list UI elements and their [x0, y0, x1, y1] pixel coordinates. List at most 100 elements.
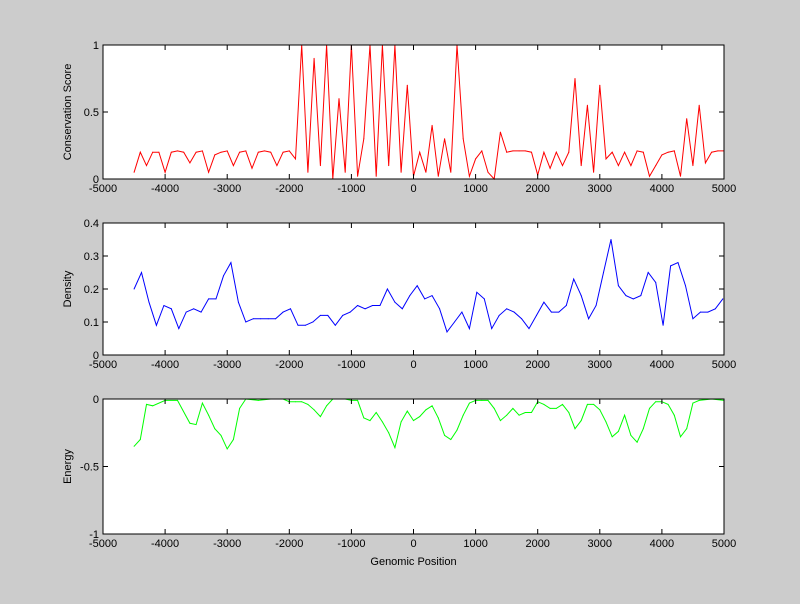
- data-point: [406, 410, 408, 412]
- data-point: [170, 308, 172, 310]
- data-point: [642, 151, 644, 153]
- data-point: [152, 151, 154, 153]
- data-point: [208, 171, 210, 173]
- data-point: [326, 405, 328, 407]
- data-point: [364, 308, 366, 310]
- data-point: [499, 420, 501, 422]
- data-point: [304, 324, 306, 326]
- data-point: [456, 429, 458, 431]
- data-point: [257, 151, 259, 153]
- data-point: [226, 448, 228, 450]
- x-tick-label: -5000: [89, 538, 117, 550]
- data-point: [375, 412, 377, 413]
- data-point: [555, 151, 557, 153]
- data-point: [498, 314, 500, 316]
- data-point: [640, 295, 642, 297]
- data-point: [201, 402, 203, 404]
- x-tick-label: 4000: [650, 359, 674, 371]
- data-point: [200, 311, 202, 313]
- data-point: [586, 403, 588, 405]
- y-tick-label: 0.3: [84, 251, 99, 263]
- data-point: [487, 399, 489, 401]
- data-point: [152, 405, 154, 407]
- data-point: [711, 151, 713, 153]
- data-point: [319, 416, 321, 418]
- data-point: [707, 311, 709, 313]
- data-point: [357, 175, 359, 177]
- data-point: [487, 171, 489, 173]
- data-point: [667, 403, 669, 405]
- data-point: [450, 439, 452, 440]
- data-point: [208, 414, 210, 416]
- data-point: [524, 412, 526, 413]
- y-tick-label: 0.1: [84, 317, 99, 329]
- data-point: [518, 150, 520, 152]
- data-point: [685, 285, 686, 287]
- data-point: [267, 318, 269, 320]
- y-tick-label: 0: [93, 394, 99, 406]
- data-point: [574, 78, 576, 79]
- data-point: [439, 308, 441, 310]
- data-point: [237, 301, 239, 303]
- data-point: [476, 291, 478, 293]
- data-point: [698, 104, 700, 106]
- data-point: [595, 305, 597, 306]
- data-point: [226, 150, 228, 152]
- data-point: [611, 436, 613, 438]
- subplot-3: -5000 -4000 -3000 -2000 -1000 0 1000 2000 3000 40…: [62, 394, 736, 568]
- x-tick-label: 2000: [525, 359, 549, 371]
- data-point: [307, 403, 309, 405]
- x-tick-label: 5000: [712, 359, 736, 371]
- x-tick-label: -5000: [89, 359, 117, 371]
- data-point: [201, 150, 203, 152]
- data-point: [512, 407, 514, 409]
- data-point: [599, 409, 601, 411]
- data-point: [425, 171, 427, 173]
- data-point: [686, 428, 688, 430]
- data-point: [642, 428, 644, 430]
- x-tick-label: 1000: [463, 538, 487, 550]
- data-point: [155, 324, 157, 326]
- x-tick-label: 0: [410, 183, 416, 195]
- data-point: [461, 311, 463, 313]
- data-point: [617, 430, 619, 432]
- data-point: [686, 118, 688, 120]
- data-point: [232, 439, 234, 440]
- data-point: [290, 308, 291, 310]
- data-point: [195, 424, 197, 426]
- data-point: [379, 305, 381, 306]
- series-line-density: [133, 239, 724, 333]
- data-point: [220, 151, 222, 153]
- data-point: [431, 405, 433, 407]
- x-tick-label: -5000: [89, 183, 117, 195]
- data-point: [531, 151, 532, 153]
- data-point: [506, 414, 508, 416]
- data-point: [141, 272, 142, 273]
- y-axis-label: Energy: [62, 449, 74, 484]
- subplot-1: -5000 -4000 -3000 -2000 -1000 0 1000 2000 3000 40…: [62, 40, 736, 195]
- data-point: [437, 417, 439, 419]
- data-point: [680, 436, 681, 438]
- data-point: [586, 104, 588, 106]
- data-point: [605, 421, 607, 423]
- data-point: [133, 445, 135, 447]
- data-point: [185, 311, 187, 313]
- data-point: [491, 328, 493, 330]
- data-point: [375, 175, 377, 177]
- data-point: [319, 314, 321, 316]
- data-point: [603, 272, 604, 273]
- data-point: [647, 272, 649, 273]
- data-point: [617, 285, 619, 287]
- data-point: [462, 414, 464, 416]
- data-point: [409, 295, 411, 297]
- data-point: [252, 318, 254, 320]
- data-point: [636, 150, 638, 152]
- data-point: [148, 301, 150, 303]
- data-point: [158, 151, 160, 153]
- data-point: [431, 124, 433, 126]
- data-point: [344, 171, 346, 173]
- x-tick-label: -1000: [337, 183, 365, 195]
- data-point: [400, 171, 402, 173]
- data-point: [630, 434, 632, 436]
- data-point: [524, 150, 526, 152]
